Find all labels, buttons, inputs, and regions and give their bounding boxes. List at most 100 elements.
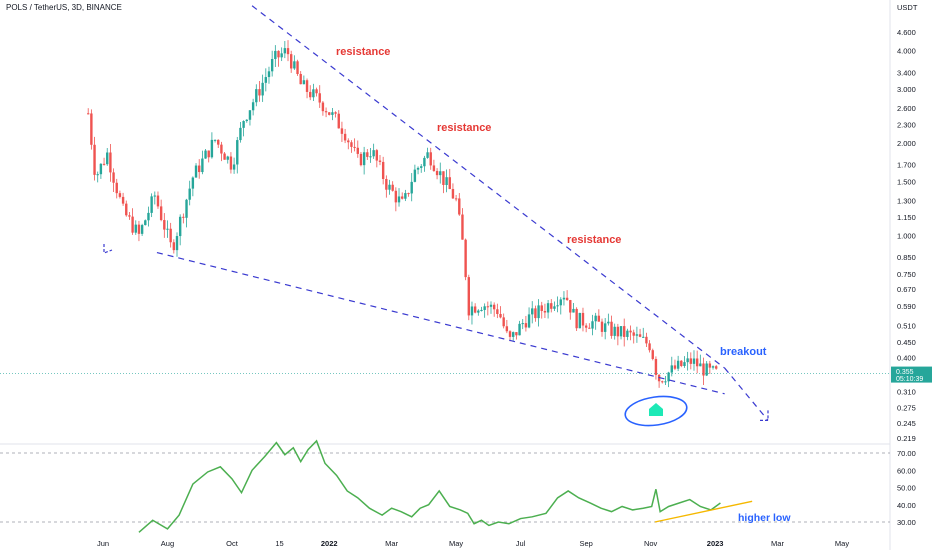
candle-body xyxy=(667,372,670,382)
candle-body xyxy=(445,177,448,185)
candle-body xyxy=(638,334,642,337)
candle-body xyxy=(483,306,486,310)
candle-body xyxy=(277,50,280,58)
candle-body xyxy=(543,310,547,313)
circle-highlight xyxy=(624,395,688,427)
candle-body xyxy=(194,165,198,178)
candle-body xyxy=(699,363,702,367)
candle-body xyxy=(416,167,420,170)
candle-body xyxy=(343,133,347,141)
candle-body xyxy=(607,321,610,324)
candle-body xyxy=(144,220,147,226)
y-tick-label: 0.590 xyxy=(897,302,916,311)
chart-annotation: resistance xyxy=(336,46,390,58)
candle-body xyxy=(451,188,455,199)
candle-body xyxy=(705,363,708,376)
candle-body xyxy=(537,305,540,319)
candle-body xyxy=(378,160,382,162)
y-tick-label: 0.750 xyxy=(897,270,916,279)
candle-body xyxy=(492,304,496,310)
y-tick-label: 0.219 xyxy=(897,434,916,443)
candle-body xyxy=(274,50,277,60)
candle-body xyxy=(198,165,201,173)
projected-line xyxy=(724,367,769,421)
candle-body xyxy=(359,153,363,166)
candle-body xyxy=(407,193,410,195)
chart-title: POLS / TetherUS, 3D, BINANCE xyxy=(6,3,122,12)
arrow-up-icon xyxy=(649,403,663,416)
candle-body xyxy=(125,203,128,216)
candle-body xyxy=(524,323,528,328)
y-tick-label: 0.400 xyxy=(897,354,916,363)
candle-body xyxy=(232,164,236,170)
candle-body xyxy=(515,332,518,336)
x-tick-label: May xyxy=(835,539,849,548)
oscillator-tick-label: 30.00 xyxy=(897,518,916,527)
candle-body xyxy=(648,343,651,351)
candle-body xyxy=(486,306,490,308)
candle-body xyxy=(670,365,673,373)
candle-body xyxy=(96,174,99,176)
candle-body xyxy=(397,196,401,203)
candle-body xyxy=(207,150,210,158)
candle-body xyxy=(661,381,664,383)
candle-body xyxy=(372,150,375,157)
y-tick-label: 0.245 xyxy=(897,419,916,428)
candle-body xyxy=(324,111,328,113)
candle-body xyxy=(118,193,122,197)
candle-body xyxy=(236,140,239,165)
candle-body xyxy=(109,152,112,173)
candle-body xyxy=(251,102,255,111)
candle-body xyxy=(248,110,252,120)
candle-body xyxy=(423,157,426,167)
candle-body xyxy=(381,161,385,179)
candle-body xyxy=(188,188,191,200)
candle-body xyxy=(467,277,470,316)
candle-body xyxy=(591,321,594,329)
candle-body xyxy=(616,326,620,337)
candle-body xyxy=(331,112,334,115)
x-tick-label: Mar xyxy=(771,539,784,548)
candle-body xyxy=(626,330,629,337)
x-tick-label: 15 xyxy=(275,539,283,548)
candle-body xyxy=(318,93,321,103)
y-tick-label: 1.000 xyxy=(897,231,916,240)
candle-body xyxy=(534,308,537,319)
candle-body xyxy=(559,299,562,306)
candle-body xyxy=(115,182,118,194)
candle-body xyxy=(128,215,131,217)
candle-body xyxy=(229,156,233,170)
candle-body xyxy=(546,303,550,313)
candle-body xyxy=(435,170,439,176)
oscillator-annotation: higher low xyxy=(738,512,791,524)
candle-body xyxy=(420,166,423,168)
y-tick-label: 1.150 xyxy=(897,213,916,222)
candle-body xyxy=(178,216,182,237)
candle-body xyxy=(683,362,686,367)
candle-body xyxy=(584,325,588,328)
candle-body xyxy=(391,184,394,191)
candle-body xyxy=(680,360,683,367)
candle-body xyxy=(632,332,635,336)
candle-body xyxy=(312,89,315,98)
candle-body xyxy=(302,80,306,85)
candle-body xyxy=(588,327,591,329)
candle-body xyxy=(309,91,312,98)
candle-body xyxy=(289,54,293,69)
candle-body xyxy=(429,152,432,166)
candle-body xyxy=(689,358,693,364)
chart-annotation: breakout xyxy=(720,346,767,358)
x-tick-label: Nov xyxy=(644,539,658,548)
candle-body xyxy=(242,121,245,128)
y-tick-label: 2.600 xyxy=(897,104,916,113)
candle-body xyxy=(321,102,325,112)
candle-body xyxy=(489,304,493,307)
candle-body xyxy=(201,158,204,173)
candle-body xyxy=(454,198,458,200)
candle-body xyxy=(337,113,340,129)
candle-body xyxy=(99,163,103,175)
candle-body xyxy=(470,306,474,316)
candle-body xyxy=(702,363,705,376)
lower-support-line xyxy=(156,251,725,395)
